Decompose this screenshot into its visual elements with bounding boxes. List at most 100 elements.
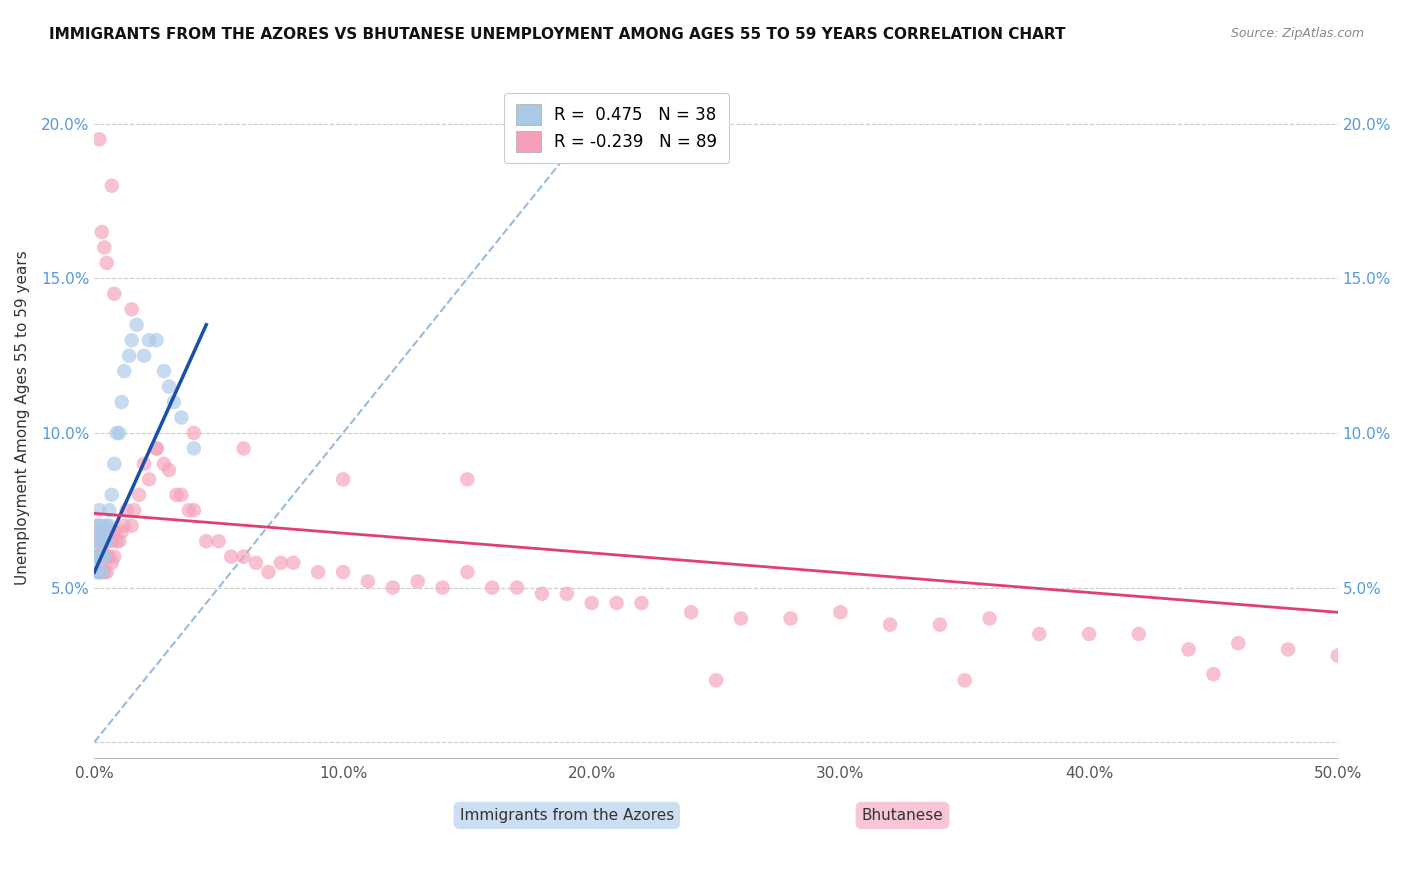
Point [928,617,950,632]
Point [111,395,134,409]
Legend: R =  0.475   N = 38, R = -0.239   N = 89: R = 0.475 N = 38, R = -0.239 N = 89 [505,93,728,163]
Point [86,534,108,549]
Point [90,518,112,533]
Point [89,534,111,549]
Point [96,534,118,549]
Point [730,611,752,625]
Point [153,457,176,471]
Point [98,524,121,539]
Point [381,581,404,595]
Point [1326,648,1348,663]
Point [953,673,976,688]
Point [183,442,205,456]
Point [89,518,111,533]
Point [90,534,112,549]
Point [96,518,118,533]
Point [100,556,122,570]
Point [103,524,125,539]
Point [89,132,111,146]
Point [481,581,503,595]
Point [125,318,148,332]
Point [704,673,727,688]
Point [153,364,176,378]
Point [89,565,111,579]
Point [90,534,112,549]
Point [530,587,553,601]
Point [96,549,118,564]
Point [98,518,121,533]
Point [122,503,145,517]
Point [98,549,121,564]
Point [138,472,160,486]
Point [332,565,354,579]
Point [100,178,122,193]
Point [1277,642,1299,657]
Point [98,503,121,517]
Point [138,333,160,347]
Point [630,596,652,610]
Point [145,442,167,456]
Point [1128,627,1150,641]
Point [157,463,180,477]
Point [115,503,138,517]
Text: Bhutanese: Bhutanese [862,808,943,823]
Point [118,349,141,363]
Point [165,488,187,502]
Point [89,565,111,579]
Point [111,524,134,539]
Point [177,503,200,517]
Point [103,286,125,301]
Point [103,549,125,564]
Point [89,503,111,517]
Point [93,534,115,549]
Point [112,364,135,378]
Point [132,457,155,471]
Point [103,457,125,471]
Point [90,565,112,579]
Point [170,488,193,502]
Point [879,617,901,632]
Y-axis label: Unemployment Among Ages 55 to 59 years: Unemployment Among Ages 55 to 59 years [15,250,30,585]
Point [195,534,218,549]
Point [89,534,111,549]
Point [93,524,115,539]
Text: IMMIGRANTS FROM THE AZORES VS BHUTANESE UNEMPLOYMENT AMONG AGES 55 TO 59 YEARS C: IMMIGRANTS FROM THE AZORES VS BHUTANESE … [49,27,1066,42]
Point [108,425,131,440]
Point [90,565,112,579]
Point [86,549,108,564]
Point [1078,627,1101,641]
Point [606,596,628,610]
Point [86,534,108,549]
Point [555,587,578,601]
Point [108,534,131,549]
Point [432,581,454,595]
Point [105,534,128,549]
Point [357,574,380,589]
Point [163,395,186,409]
Point [830,605,852,619]
Point [506,581,529,595]
Text: Immigrants from the Azores: Immigrants from the Azores [460,808,673,823]
Point [96,534,118,549]
Point [112,518,135,533]
Point [86,549,108,564]
Point [183,503,205,517]
Point [93,534,115,549]
Point [257,565,280,579]
Point [105,425,128,440]
Point [1227,636,1250,650]
Point [779,611,801,625]
Point [1202,667,1225,681]
Point [89,549,111,564]
Point [132,349,155,363]
Point [145,333,167,347]
Point [86,565,108,579]
Point [96,565,118,579]
Point [332,472,354,486]
Point [90,524,112,539]
Text: Source: ZipAtlas.com: Source: ZipAtlas.com [1230,27,1364,40]
Point [90,543,112,558]
Point [245,556,267,570]
Point [581,596,603,610]
Point [93,549,115,564]
